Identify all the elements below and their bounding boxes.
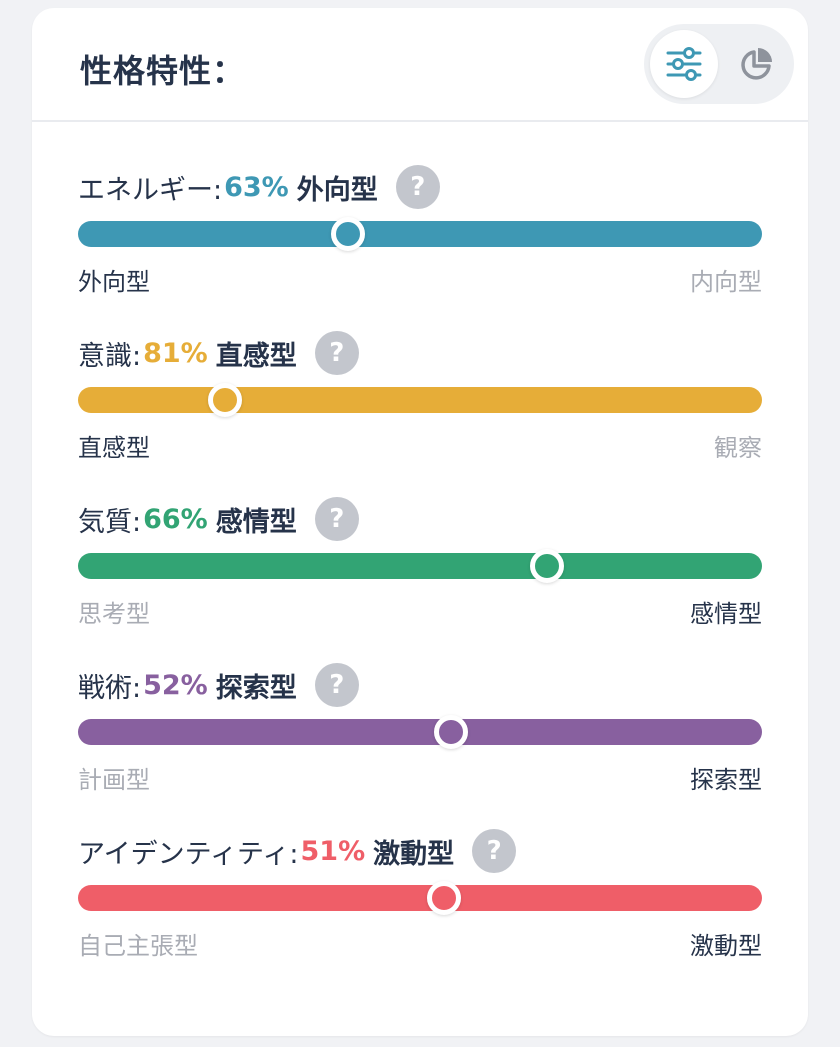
trait-label: アイデンティティ: 51% 激動型 ? (78, 829, 517, 873)
trait-type: 直感型 (215, 340, 297, 372)
trait-slider-track[interactable] (78, 549, 762, 583)
help-icon[interactable]: ? (395, 165, 440, 209)
slider-knob[interactable] (529, 549, 564, 583)
trait-percent: 51% (300, 835, 366, 867)
trait-ends: 計画型 探索型 (78, 760, 762, 794)
trait-label: 意識: 81% 直感型 ? (78, 331, 359, 375)
trait-percent: 52% (143, 669, 208, 701)
sliders-view-button[interactable] (650, 30, 718, 98)
trait-type: 探索型 (215, 672, 297, 704)
left-end-label: 思考型 (78, 600, 150, 628)
right-end-label: 探索型 (690, 766, 762, 794)
trait-percent: 66% (143, 503, 208, 535)
right-end-label: 内向型 (690, 268, 762, 296)
slider-knob[interactable] (433, 715, 468, 749)
trait-slider-track[interactable] (78, 217, 762, 251)
sliders-icon (666, 47, 702, 81)
slider-knob[interactable] (426, 881, 461, 915)
left-end-label: 外向型 (78, 268, 150, 296)
pie-view-button[interactable] (722, 30, 790, 98)
trait-name: アイデンティティ: (78, 838, 299, 870)
trait-slider-track[interactable] (78, 881, 762, 915)
trait-type: 感情型 (215, 506, 297, 538)
trait-type: 激動型 (373, 838, 455, 870)
trait-label: 戦術: 52% 探索型 ? (78, 663, 359, 707)
trait-ends: 自己主張型 激動型 (78, 926, 762, 960)
right-end-label: 激動型 (690, 932, 762, 960)
trait-percent: 81% (143, 337, 208, 369)
trait-name: 気質: (78, 506, 142, 538)
trait-ends: 外向型 内向型 (78, 262, 762, 296)
trait-label: エネルギー: 63% 外向型 ? (78, 165, 440, 209)
trait-name: 戦術: (78, 672, 142, 704)
help-icon[interactable]: ? (472, 829, 517, 873)
personality-traits-card: 性格特性： (32, 8, 808, 1036)
help-icon[interactable]: ? (314, 331, 359, 375)
help-icon[interactable]: ? (314, 497, 359, 541)
slider-knob[interactable] (331, 217, 366, 251)
trait-label: 気質: 66% 感情型 ? (78, 497, 359, 541)
trait-name: 意識: (78, 340, 142, 372)
trait-name: エネルギー: (78, 174, 223, 206)
help-icon[interactable]: ? (314, 663, 359, 707)
trait-percent: 63% (224, 171, 289, 203)
trait-slider-track[interactable] (78, 383, 762, 417)
slider-knob[interactable] (208, 383, 243, 417)
view-toggle (644, 24, 794, 104)
pie-chart-icon (741, 48, 772, 80)
left-end-label: 計画型 (78, 766, 150, 794)
left-end-label: 直感型 (78, 434, 150, 462)
left-end-label: 自己主張型 (78, 932, 198, 960)
page-title: 性格特性： (80, 52, 246, 90)
right-end-label: 感情型 (690, 600, 762, 628)
trait-ends: 直感型 観察 (78, 428, 762, 462)
trait-ends: 思考型 感情型 (78, 594, 762, 628)
card-header: 性格特性： (32, 8, 808, 122)
right-end-label: 観察 (714, 434, 762, 462)
trait-type: 外向型 (296, 174, 378, 206)
trait-slider-track[interactable] (78, 715, 762, 749)
